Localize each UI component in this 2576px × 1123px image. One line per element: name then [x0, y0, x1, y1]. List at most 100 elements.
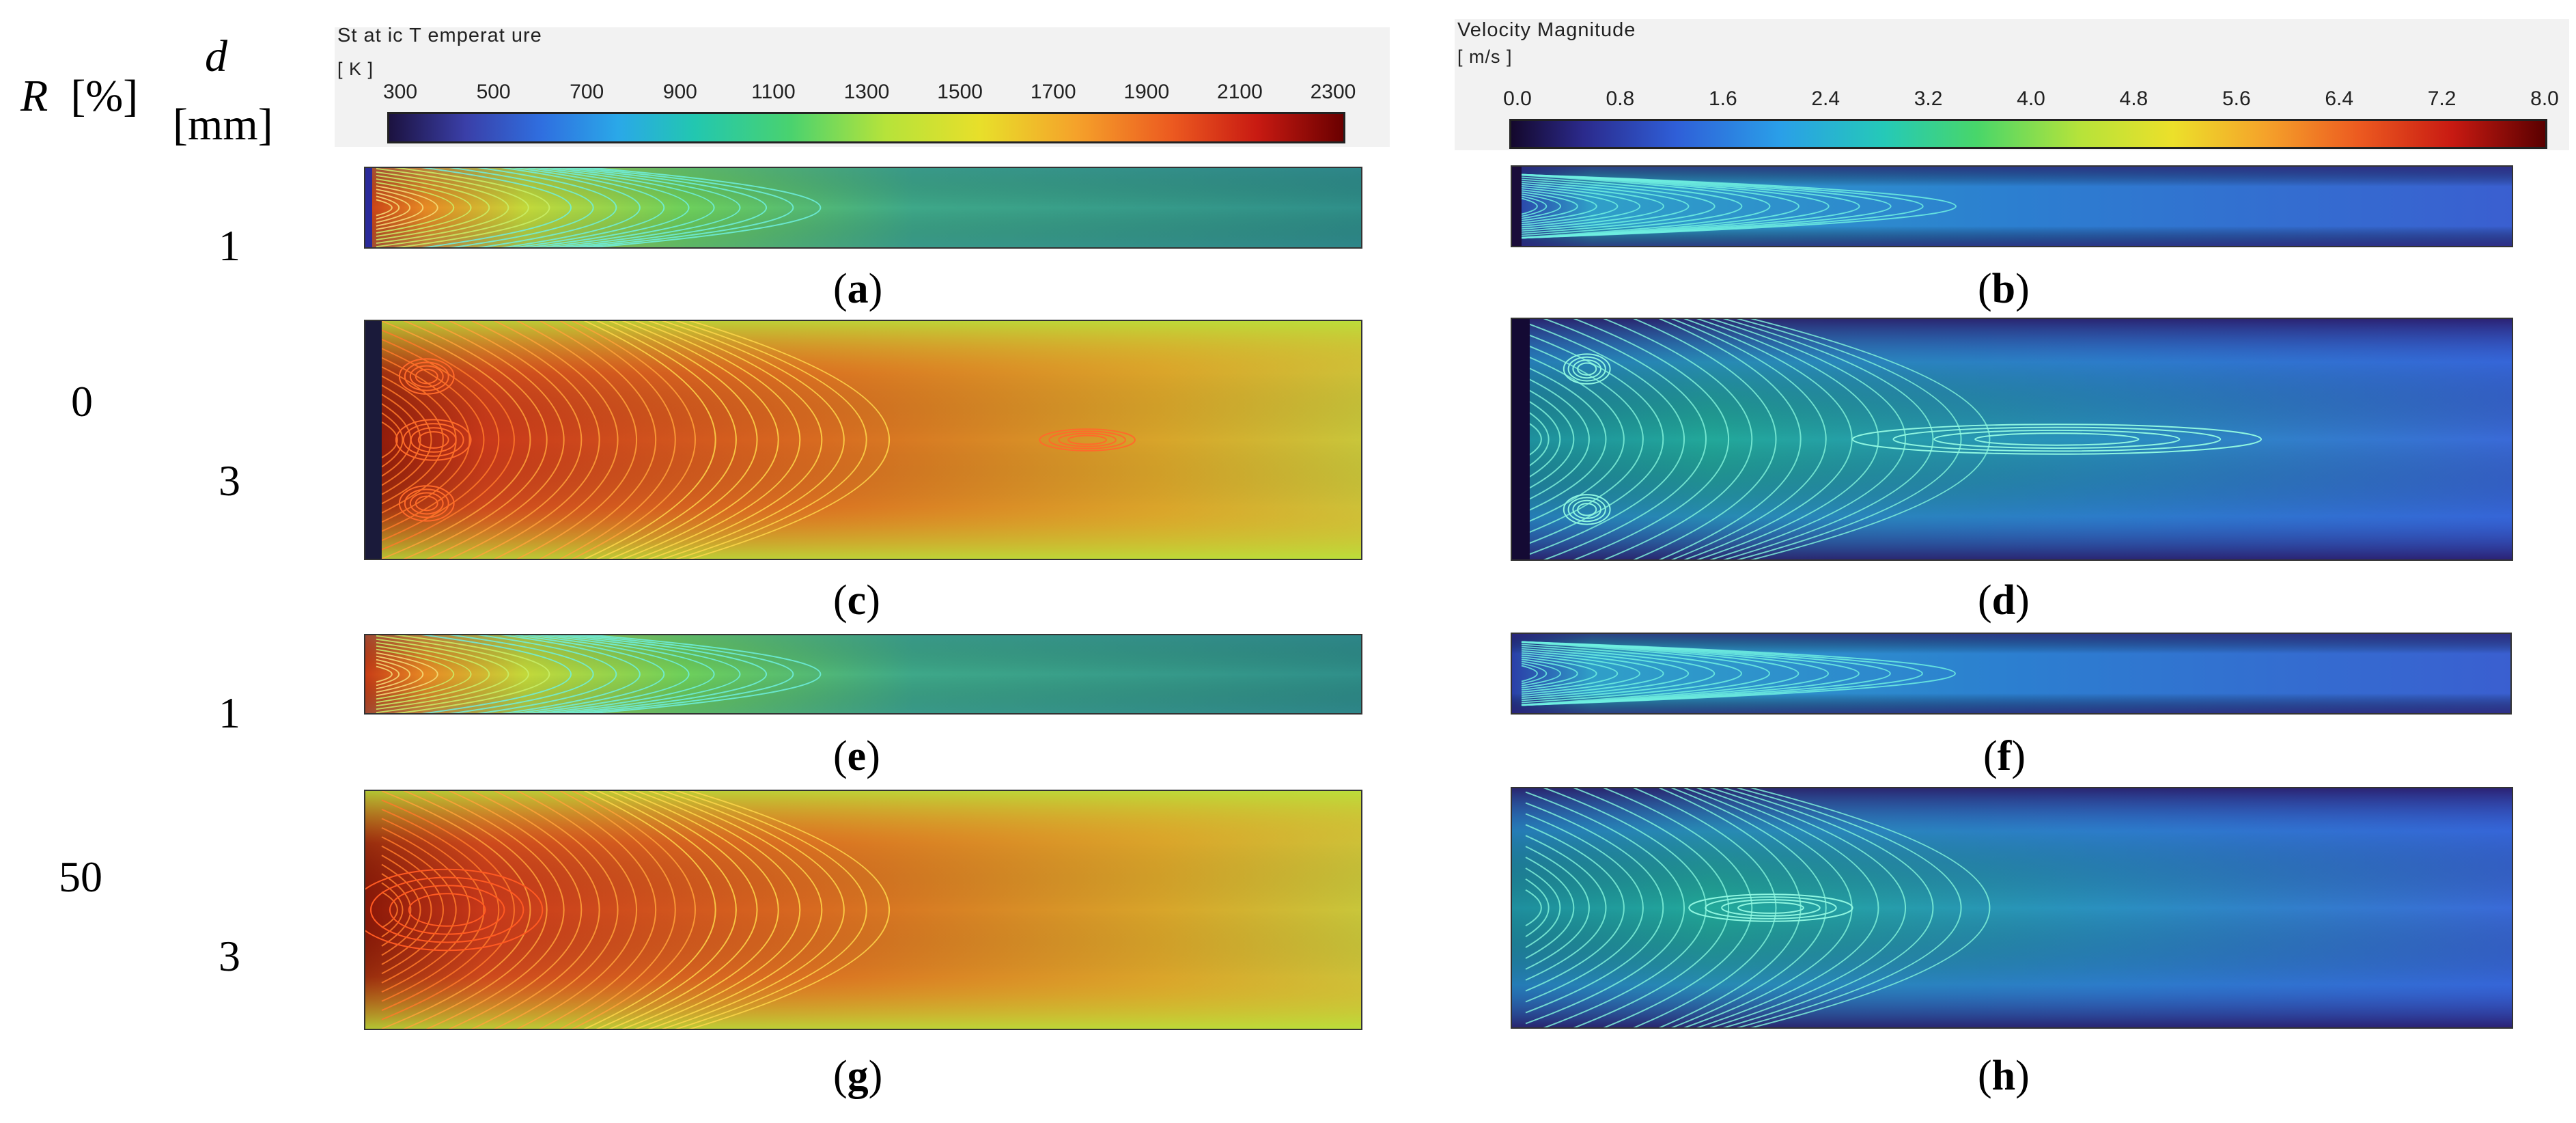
panel-c-contours	[365, 321, 1361, 559]
panel-e-temperature	[364, 634, 1362, 715]
svg-e-contour	[376, 645, 472, 704]
svg-d-contour	[1573, 319, 1730, 559]
svg-d-eye	[1577, 503, 1597, 516]
velocity-colorbar-unit: [ m/s ]	[1457, 46, 1513, 67]
svg-d-contour	[1696, 319, 1879, 559]
svg-h-contour	[1603, 788, 1753, 1027]
svg-b-contour	[1521, 180, 1690, 232]
svg-c-contour	[381, 385, 432, 495]
caption-f: (f)	[1983, 733, 2026, 779]
panel-d-contours	[1512, 319, 2512, 559]
svg-c-contour	[674, 321, 867, 559]
svg-f-contour	[1521, 656, 1597, 691]
svg-b-contour	[1521, 174, 1830, 239]
svg-g-contour	[381, 808, 499, 1012]
svg-c-contour	[381, 421, 398, 458]
svg-g-contour	[559, 791, 676, 1029]
temperature-tick-0: 300	[382, 81, 418, 103]
panel-a-temperature	[364, 167, 1362, 249]
svg-h-contour	[1525, 889, 1542, 927]
svg-d-contour	[1543, 319, 1707, 559]
caption-d: (d)	[1978, 577, 2030, 624]
velocity-tick-10: 8.0	[2530, 87, 2559, 110]
svg-f-contour	[1521, 658, 1578, 689]
svg-h-contour	[1736, 788, 1962, 1027]
svg-a-contour	[393, 168, 550, 247]
svg-b-contour	[1521, 174, 1771, 238]
svg-g-contour	[688, 791, 890, 1029]
svg-g-contour	[381, 799, 515, 1021]
svg-d-contour	[1525, 387, 1575, 491]
svg-h-contour	[1658, 788, 1802, 1027]
svg-g-eye	[365, 868, 544, 952]
svg-e-contour	[548, 635, 741, 713]
temperature-tick-2: 700	[570, 81, 604, 103]
svg-c-contour	[471, 321, 600, 559]
svg-g-contour	[381, 845, 444, 975]
svg-c-eye	[1058, 432, 1117, 447]
svg-c-eye	[415, 495, 438, 512]
panel-b-velocity	[1511, 165, 2513, 247]
caption-a: (a)	[833, 266, 883, 312]
svg-b-contour	[1521, 182, 1664, 230]
svg-h-contour	[1525, 791, 1685, 1025]
svg-h-eye	[1705, 896, 1837, 919]
svg-c-contour	[621, 321, 779, 559]
svg-g-contour	[471, 791, 600, 1029]
svg-a-contour	[573, 168, 794, 247]
svg-d-contour	[1750, 319, 1991, 559]
svg-d-eye	[1572, 499, 1602, 519]
caption-h: (h)	[1978, 1053, 2030, 1099]
velocity-colorbar	[1509, 119, 2547, 149]
svg-e-contour	[572, 635, 794, 713]
temperature-colorbar-title: St at ic T emperat ure	[337, 25, 542, 46]
svg-d-contour	[1525, 409, 1550, 469]
temperature-colorbar	[387, 112, 1345, 143]
svg-e-contour	[477, 635, 617, 713]
velocity-tick-3: 2.4	[1811, 87, 1840, 110]
svg-d-eye	[1567, 356, 1606, 382]
svg-h-eye	[1721, 899, 1821, 917]
svg-c-contour	[583, 321, 716, 559]
svg-d-contour	[1525, 322, 1685, 557]
velocity-colorbar-title: Velocity Magnitude	[1457, 19, 1636, 41]
svg-g-contour	[674, 791, 867, 1029]
svg-a-contour	[535, 168, 715, 247]
svg-f-contour	[1521, 641, 1860, 706]
svg-c-contour	[381, 393, 421, 486]
velocity-tick-5: 4.0	[2017, 87, 2045, 110]
d-unit: [mm]	[173, 100, 273, 150]
svg-h-shade	[1512, 788, 2512, 1027]
svg-d-contour	[1670, 319, 1827, 559]
svg-c-contour	[516, 321, 637, 559]
svg-g-contour	[381, 791, 531, 1029]
svg-h-contour	[1670, 788, 1827, 1027]
svg-c-contour	[381, 375, 444, 505]
panel-g-contours	[365, 791, 1361, 1029]
svg-g-contour	[571, 791, 696, 1029]
svg-d-eye	[1577, 362, 1597, 376]
svg-d-eye	[1851, 424, 2262, 455]
svg-g-eye	[389, 885, 505, 935]
svg-c-eye	[395, 419, 472, 461]
svg-d-contour	[1722, 319, 1934, 559]
caption-h-letter: h	[1991, 1053, 2016, 1099]
svg-h-contour	[1525, 802, 1664, 1014]
svg-g-shade	[365, 791, 1361, 1029]
svg-f-contour	[1521, 665, 1538, 682]
svg-a-contour	[449, 168, 594, 247]
svg-c-contour	[381, 338, 499, 542]
svg-e-contour	[512, 635, 664, 713]
svg-e-contour	[449, 635, 594, 713]
velocity-tick-0: 0.0	[1503, 87, 1532, 110]
svg-b-inlet	[1512, 167, 1522, 246]
svg-e-contour	[376, 635, 529, 713]
caption-f-letter: f	[1997, 733, 2012, 779]
caption-g-letter: g	[847, 1053, 869, 1099]
d-value-e: 1	[219, 689, 240, 737]
svg-b-contour	[1521, 189, 1597, 223]
svg-e-contour	[560, 635, 768, 713]
panel-a-contours	[365, 168, 1361, 247]
svg-g-eye	[369, 876, 524, 943]
svg-b-contour	[1521, 193, 1561, 219]
